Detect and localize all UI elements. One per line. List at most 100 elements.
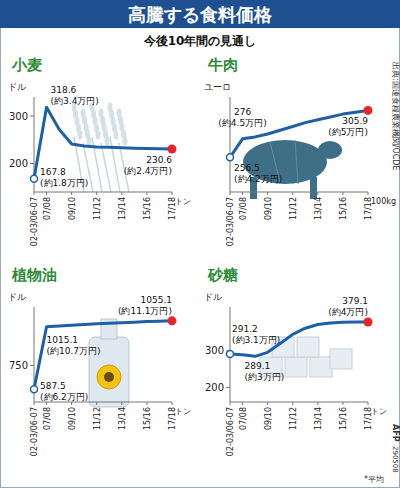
title: 高騰する食料価格 (128, 4, 273, 25)
x-tick-label: 15/16 (339, 197, 348, 220)
x-tick-label: 07/08 (239, 197, 248, 220)
plot-area (227, 317, 373, 357)
data-label-line: 587.5 (40, 381, 66, 391)
x-tick (292, 192, 293, 195)
illustration (123, 137, 128, 146)
start-point (227, 351, 234, 358)
x-tick (368, 192, 369, 195)
data-label: 291.2(約3.1万円) (232, 324, 280, 345)
x-tick (342, 402, 343, 405)
chart-panel: 牛肉ユーロ100kg02-03/06-0707/0809/1011/1213/1… (204, 56, 396, 246)
chart-title: 小麦 (11, 56, 42, 74)
x-tick-label: 09/10 (68, 407, 77, 430)
y-tick-label: 300 (9, 111, 28, 122)
data-label-line: 318.6 (51, 85, 77, 95)
x-tick (121, 402, 122, 405)
x-tick-label: 17/18 (168, 197, 177, 220)
x-tick-label: 13/14 (118, 197, 127, 220)
x-tick (230, 192, 231, 195)
x-tick (34, 192, 35, 195)
y-axis-label: ドル (204, 292, 222, 302)
start-point (31, 175, 38, 182)
end-point (168, 144, 177, 153)
x-axis-label: トン (371, 407, 387, 416)
subtitle: 今後10年間の見通し (143, 34, 257, 48)
line (34, 321, 172, 389)
x-tick-label: 17/18 (364, 197, 373, 220)
data-label-line: (約1.8万円) (40, 178, 88, 188)
x-tick-label: 07/08 (43, 197, 52, 220)
data-label-line: (約3.1万円) (232, 335, 280, 345)
x-axis-line (230, 192, 368, 193)
x-tick (317, 192, 318, 195)
y-axis-line (230, 97, 231, 192)
x-tick (172, 402, 173, 405)
data-label: 289.1(約3万円) (245, 361, 285, 382)
x-tick (242, 192, 243, 195)
y-tick-label: 200 (205, 382, 224, 393)
x-axis-label: トン (175, 407, 191, 416)
data-label-line: 167.8 (40, 167, 66, 177)
data-label-line: 305.9 (342, 116, 368, 126)
x-tick (71, 192, 72, 195)
line (34, 107, 172, 179)
data-label: 1015.1(約10.7万円) (47, 335, 101, 356)
illustration (285, 357, 307, 377)
data-label-line: (約4.5万円) (218, 118, 266, 128)
data-label-line: 1055.1 (141, 295, 173, 305)
x-tick-label: 07/08 (43, 407, 52, 430)
chart-panel: 植物油ドルトン75002-03/06-0707/0809/1011/1213/1… (8, 266, 191, 456)
y-tick (30, 365, 34, 366)
footnote: *平均 (364, 475, 384, 484)
illustration (330, 349, 352, 369)
x-tick (267, 192, 268, 195)
chart-title: 砂糖 (207, 266, 238, 284)
y-tick (30, 116, 34, 117)
data-label-line: (約4.2万円) (234, 174, 282, 184)
y-tick (226, 387, 230, 388)
x-tick (34, 402, 35, 405)
data-label: 379.1(約4万円) (328, 296, 368, 317)
illustration (104, 372, 114, 382)
end-point (364, 106, 373, 115)
x-tick-label: 11/12 (289, 407, 298, 430)
illustration (96, 131, 101, 140)
data-label-line: 379.1 (342, 296, 368, 306)
illustration (105, 137, 110, 146)
x-tick-label: 13/14 (118, 407, 127, 430)
x-tick-label: 11/12 (289, 197, 298, 220)
illustration (87, 137, 92, 146)
plot-area (31, 316, 177, 392)
x-tick (172, 192, 173, 195)
x-tick-label: 09/10 (68, 197, 77, 220)
y-axis-label: ユーロ (204, 82, 231, 92)
data-label: 305.9(約5万円) (328, 116, 368, 137)
illustration (310, 177, 317, 199)
data-label-line: (約11.1万円) (118, 306, 172, 316)
data-label-line: (約10.7万円) (47, 346, 101, 356)
x-tick-label: 15/16 (339, 407, 348, 430)
x-tick (342, 192, 343, 195)
x-tick (71, 402, 72, 405)
y-tick-label: 200 (9, 158, 28, 169)
data-label: 230.6(約2.4万円) (124, 155, 173, 176)
code: 290508 (391, 446, 399, 473)
x-tick (96, 192, 97, 195)
data-label-line: 256.5 (234, 163, 260, 173)
data-label-line: (約2.4万円) (124, 166, 172, 176)
x-axis-label: 100kg (371, 197, 396, 206)
x-tick-label: 02-03/06-07 (226, 197, 235, 246)
data-label: 276(約4.5万円) (218, 107, 266, 128)
chart-title: 牛肉 (207, 56, 238, 74)
x-tick-label: 17/18 (364, 407, 373, 430)
y-tick (30, 163, 34, 164)
source: 出典:国連食糧農業機関/OCDE (391, 62, 400, 171)
y-tick-label: 750 (9, 360, 28, 371)
data-label-line: 291.2 (232, 324, 258, 334)
x-tick (230, 402, 231, 405)
y-axis-label: ドル (8, 82, 26, 92)
data-label: 256.5(約4.2万円) (234, 163, 282, 184)
start-point (31, 386, 38, 393)
end-point (364, 317, 373, 326)
page-frame (1, 1, 400, 488)
